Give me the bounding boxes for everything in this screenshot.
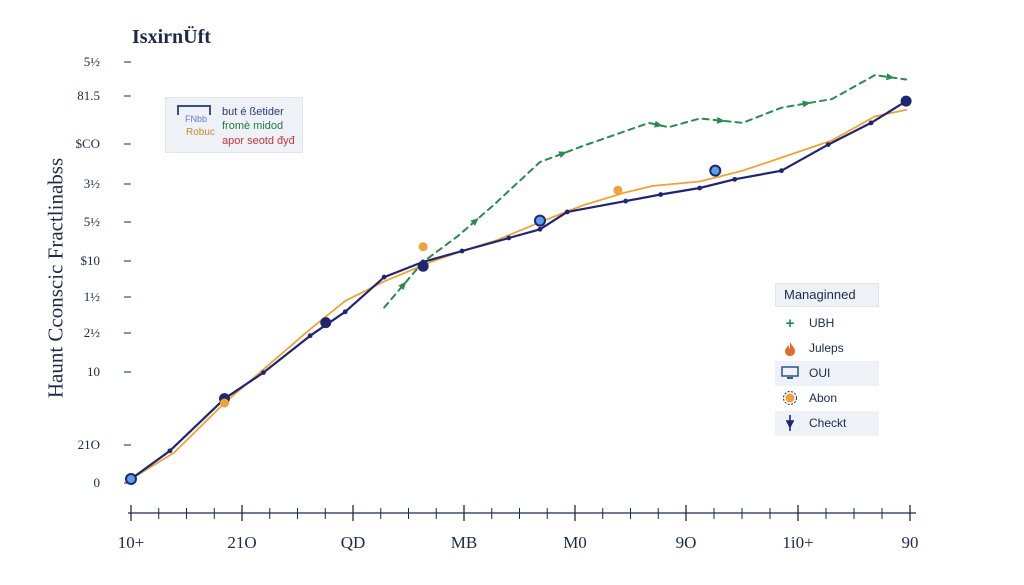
- x-tick-label: QD: [341, 533, 366, 552]
- series-line-julebs: [130, 109, 907, 480]
- series-lines: [129, 73, 908, 481]
- series-point-checkt: [779, 168, 784, 174]
- series-point-checkt: [732, 176, 738, 182]
- legend-glyph: FNbb Robuc: [175, 105, 215, 143]
- series-point-checkt: [868, 120, 874, 126]
- light-blue-point-marker: [533, 214, 546, 227]
- legend-item-label: Checkt: [809, 416, 847, 430]
- series-markers: [125, 95, 912, 485]
- monitor-icon: [781, 361, 799, 386]
- legend-title: Managinned: [775, 283, 879, 307]
- legend-item-label: UBH: [809, 316, 835, 330]
- arrow-marker: [886, 73, 895, 81]
- y-tick-label: 2½: [84, 325, 101, 340]
- legend-glyph-text-1: FNbb: [185, 114, 208, 124]
- x-ticks: 10+ 21O QD MB M0 9O 1i0+ 90: [118, 505, 919, 552]
- legend-item-label: Juleps: [809, 341, 844, 355]
- series-point-checkt: [167, 448, 173, 454]
- arrow-marker: [654, 120, 663, 128]
- y-tick-label: $10: [81, 253, 101, 268]
- x-tick-label: 21O: [227, 533, 256, 552]
- arrow-marker: [716, 116, 726, 124]
- arrow-marker: [470, 217, 479, 226]
- arrow-marker: [558, 151, 568, 158]
- y-tick-label: 0: [94, 475, 101, 490]
- series-point-checkt: [564, 209, 570, 215]
- flame-icon: [781, 336, 799, 361]
- chart-title: IsxirnÜft: [132, 26, 211, 48]
- x-tick-label: 9O: [676, 533, 697, 552]
- series-point-checkt: [658, 192, 664, 197]
- y-tick-label: 1½: [84, 289, 101, 304]
- arrow-marker: [802, 100, 811, 108]
- y-ticks: 0 21O 10 2½ 1½ $10 5½ 3½ $CO 81.5 5½: [75, 54, 131, 490]
- legend-item-abon: Abon: [775, 386, 879, 411]
- x-tick-label: M0: [563, 533, 587, 552]
- light-blue-point-marker: [125, 473, 137, 485]
- y-tick-label: 5½: [84, 54, 101, 69]
- arrow-marker: [398, 281, 407, 291]
- legend-top-left-entry-2: fromè midod: [222, 120, 284, 132]
- series-point-checkt: [381, 274, 387, 280]
- y-tick-label: 5½: [84, 214, 101, 229]
- orange-point-marker: [418, 242, 428, 252]
- y-tick-label: 3½: [84, 176, 101, 191]
- legend-item-label: Abon: [809, 391, 838, 405]
- legend-item-label: OUI: [809, 366, 831, 380]
- series-point-checkt: [697, 185, 703, 191]
- legend-glyph-frame: [177, 105, 211, 115]
- legend-top-left: FNbb Robuc but é ßetider fromè midod apo…: [165, 97, 303, 153]
- navy-point-marker: [417, 260, 429, 272]
- dotted-circle-icon: [781, 386, 799, 411]
- orange-point-marker: [219, 398, 229, 408]
- y-tick-label: 81.5: [77, 88, 100, 103]
- x-tick-label: MB: [451, 533, 477, 552]
- y-tick-label: 21O: [78, 437, 100, 452]
- series-point-checkt: [623, 198, 629, 204]
- navy-point-marker: [900, 95, 912, 107]
- series-line-ubh: [383, 74, 908, 309]
- x-tick-label: 10+: [118, 533, 145, 552]
- legend-item-juleps: Juleps: [775, 336, 879, 361]
- series-point-checkt: [342, 309, 348, 315]
- y-tick-label: $CO: [75, 136, 100, 151]
- series-point-checkt: [307, 333, 313, 339]
- plus-icon: +: [785, 315, 795, 332]
- series-line-checkt: [129, 100, 908, 481]
- series-point-checkt: [506, 235, 512, 241]
- light-blue-point-marker: [709, 164, 722, 177]
- series-point-checkt: [537, 226, 543, 232]
- series-point-checkt: [825, 142, 831, 148]
- orange-point-marker: [613, 185, 623, 195]
- legend-item-oui: OUI: [775, 361, 879, 386]
- legend-item-checkt: Checkt: [775, 411, 879, 436]
- legend-top-left-entry-3: apor seotd đyđ: [222, 135, 295, 147]
- pin-icon: [781, 411, 799, 436]
- navy-point-marker: [320, 317, 332, 329]
- legend-bottom-right: Managinned + UBH Juleps OUI Abon Checkt: [775, 283, 879, 436]
- series-point-checkt: [459, 248, 465, 254]
- y-tick-label: 10: [87, 364, 100, 379]
- series-point-checkt: [261, 370, 266, 375]
- x-tick-label: 90: [902, 533, 919, 552]
- legend-glyph-text-2: Robuc: [186, 127, 215, 138]
- x-tick-label: 1i0+: [782, 533, 813, 552]
- legend-item-ubh: + UBH: [775, 311, 879, 336]
- legend-top-left-entry-1: but é ßetider: [222, 106, 284, 118]
